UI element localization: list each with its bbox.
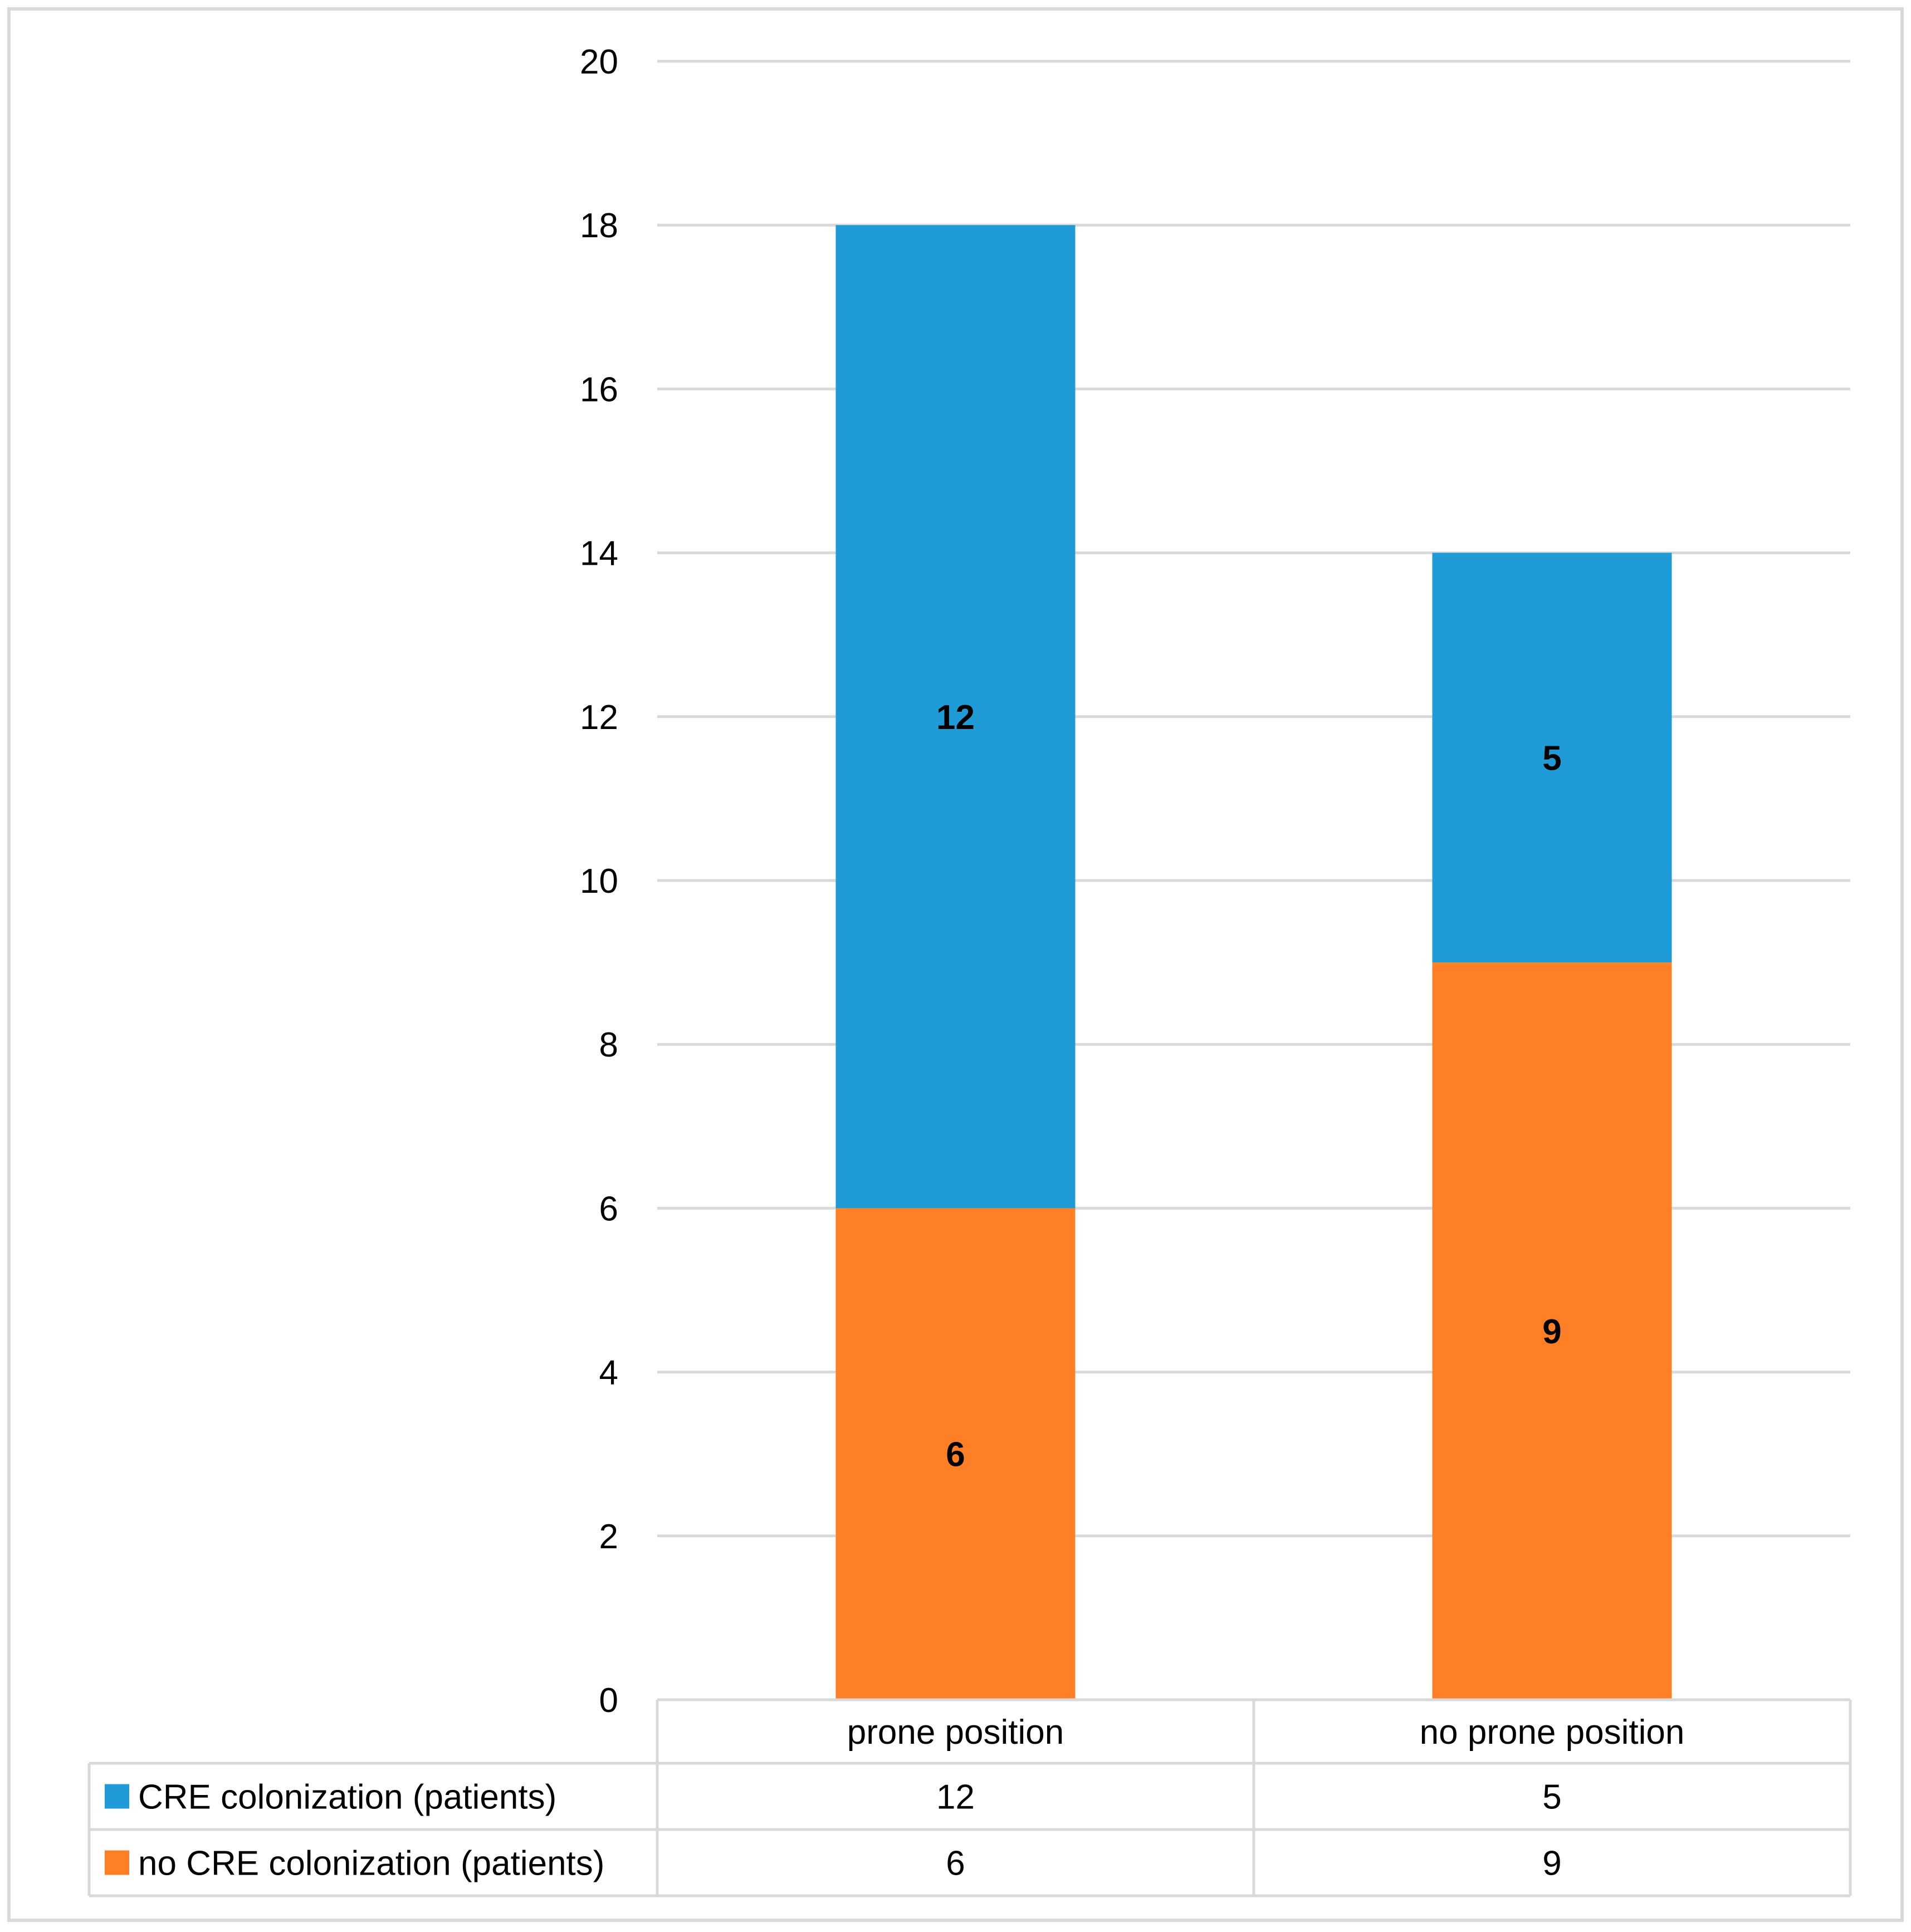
legend-swatch <box>105 1850 129 1875</box>
y-tick-label: 8 <box>599 1026 618 1064</box>
y-tick-label: 14 <box>580 535 618 573</box>
y-tick-label: 12 <box>580 698 618 737</box>
y-tick-label: 0 <box>599 1681 618 1720</box>
bars: 6 12 9 5 <box>835 225 1672 1700</box>
y-tick-label: 20 <box>580 43 618 81</box>
y-tick-label: 4 <box>599 1354 618 1392</box>
data-label: 6 <box>946 1436 965 1474</box>
y-tick-label: 18 <box>580 207 618 245</box>
x-category-label: no prone position <box>1420 1713 1685 1752</box>
table-cell: 5 <box>1542 1778 1561 1817</box>
bar-segment <box>1432 962 1672 1700</box>
data-label: 12 <box>936 698 975 737</box>
y-axis-ticks: 0 2 4 6 8 10 12 14 16 18 20 <box>580 43 618 1720</box>
bar-segment <box>835 1208 1076 1700</box>
legend-label: no CRE colonization (patients) <box>138 1845 604 1883</box>
x-category-label: prone position <box>847 1713 1064 1752</box>
bar-segment <box>1432 552 1672 963</box>
table-cell: 12 <box>936 1778 975 1817</box>
y-tick-label: 10 <box>580 862 618 901</box>
y-tick-label: 2 <box>599 1518 618 1556</box>
data-table: prone position no prone position CRE colon… <box>87 1698 1852 1897</box>
bar-segment <box>835 225 1076 1209</box>
y-tick-label: 16 <box>580 370 618 409</box>
table-cell: 9 <box>1542 1845 1561 1883</box>
y-tick-label: 6 <box>599 1190 618 1228</box>
legend-label: CRE colonization (patients) <box>138 1778 556 1817</box>
legend-swatch <box>105 1784 129 1809</box>
data-label: 5 <box>1542 739 1561 777</box>
table-cell: 6 <box>946 1845 965 1883</box>
data-label: 9 <box>1542 1313 1561 1351</box>
